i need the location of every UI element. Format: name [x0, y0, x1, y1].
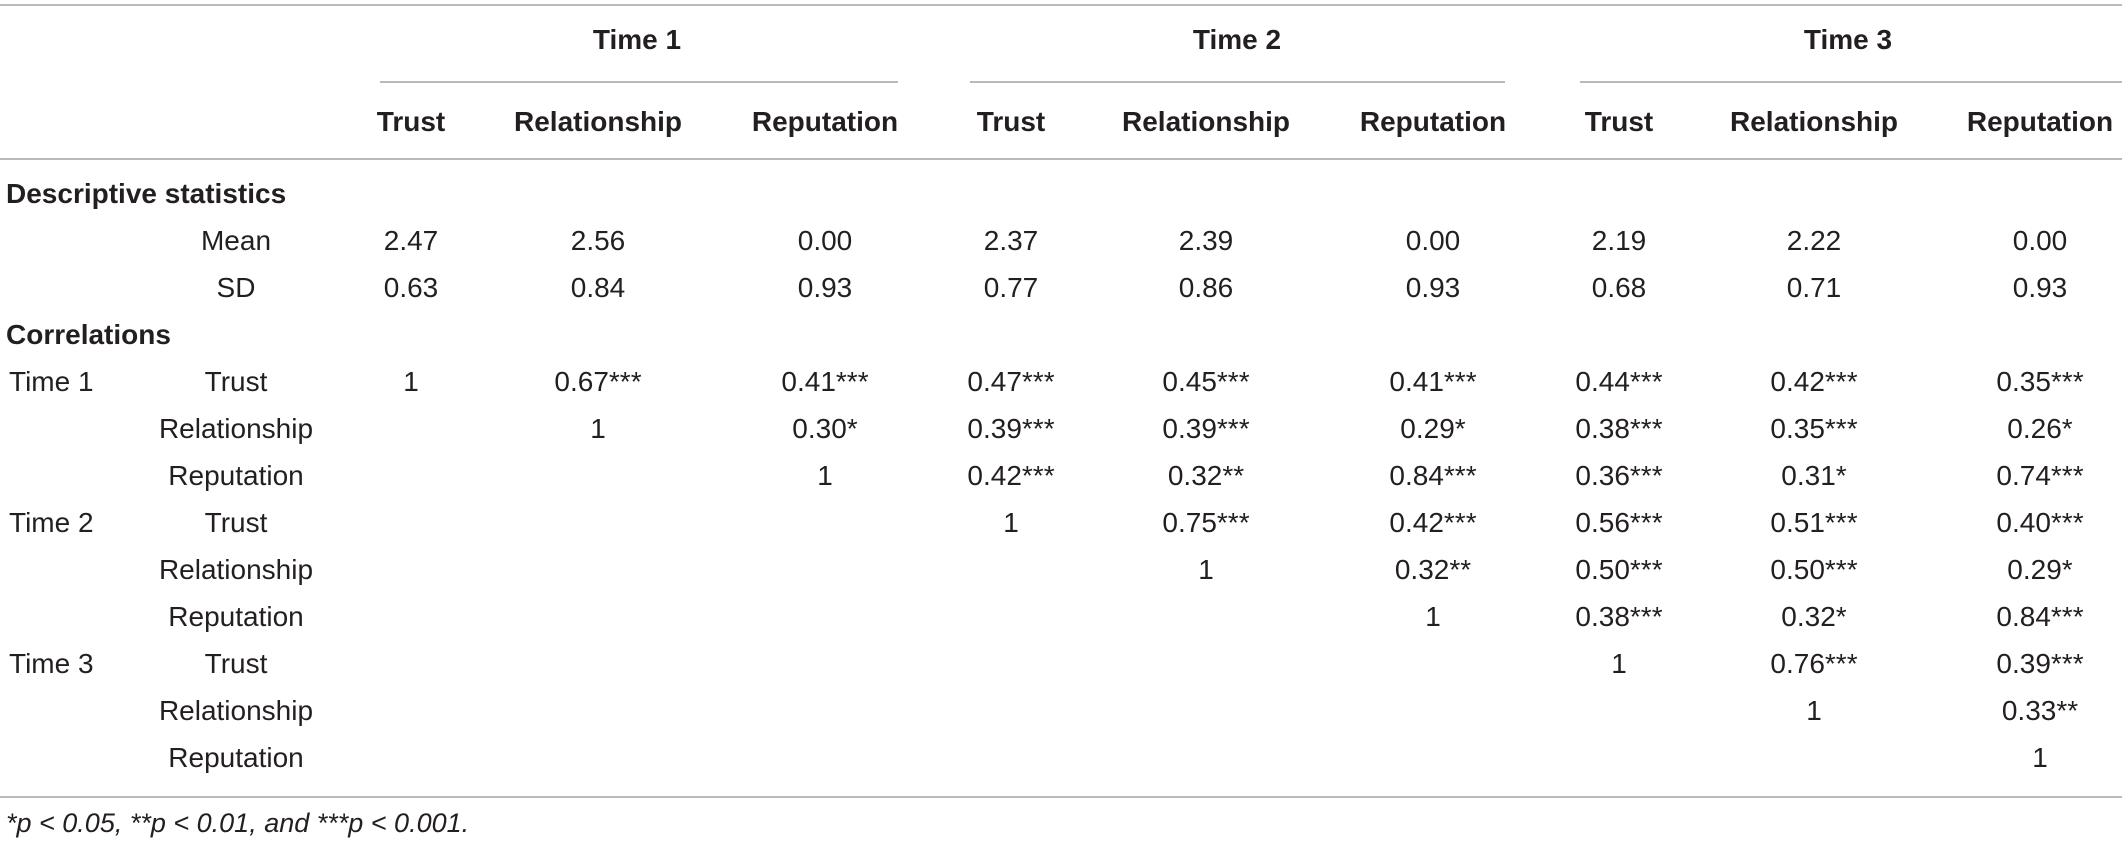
bottom-rule: [0, 796, 2122, 798]
table-cell: 1: [590, 413, 606, 444]
time1-underline: [380, 81, 898, 83]
table-cell: 0.42***: [1770, 366, 1858, 397]
table-cell: 1: [817, 460, 833, 491]
row-label: Reputation: [168, 601, 304, 632]
table-cell: 0.42***: [967, 460, 1055, 491]
table-cell: 0.75***: [1162, 507, 1250, 538]
table-cell: 0.40***: [1996, 507, 2084, 538]
table-cell: 0.32*: [1781, 601, 1847, 632]
table-cell: 2.47: [383, 225, 439, 256]
row-label: Reputation: [168, 742, 304, 773]
table-cell: 2.19: [1591, 225, 1647, 256]
table-cell: 0.45***: [1162, 366, 1250, 397]
table-cell: 0.29*: [2007, 554, 2073, 585]
table-cell: 0.44***: [1575, 366, 1663, 397]
row-group-label: Time 1: [9, 366, 94, 397]
table-cell: 0.26*: [2007, 413, 2073, 444]
table-cell: 1: [2032, 742, 2048, 773]
table-cell: 0.77: [983, 272, 1039, 303]
table-cell: 0.35***: [1996, 366, 2084, 397]
table-cell: 0.50***: [1575, 554, 1663, 585]
table-cell: 0.71: [1786, 272, 1842, 303]
table-cell: 1: [1806, 695, 1822, 726]
subheader-time3-relationship: Relationship: [1729, 106, 1899, 137]
table-cell: 2.56: [570, 225, 626, 256]
row-label: Relationship: [158, 413, 314, 444]
table-cell: 0.39***: [1162, 413, 1250, 444]
table-cell: 0.38***: [1575, 413, 1663, 444]
time3-underline: [1580, 81, 2122, 83]
row-label: Mean: [200, 225, 272, 256]
table-cell: 0.93: [797, 272, 853, 303]
table-cell: 0.84***: [1996, 601, 2084, 632]
table-cell: 0.33**: [2001, 695, 2079, 726]
header-rule: [0, 158, 2122, 160]
section-descriptive-statistics: Descriptive statistics: [6, 178, 287, 209]
time1-header: Time 1: [592, 24, 682, 55]
table-cell: 0.67***: [554, 366, 642, 397]
subheader-time1-relationship: Relationship: [513, 106, 683, 137]
time3-header: Time 3: [1803, 24, 1893, 55]
row-group-label: Time 2: [9, 507, 94, 538]
table-cell: 2.22: [1786, 225, 1842, 256]
table-cell: 0.93: [1405, 272, 1461, 303]
table-cell: 0.68: [1591, 272, 1647, 303]
row-group-label: Time 3: [9, 648, 94, 679]
table-cell: 0.39***: [1996, 648, 2084, 679]
table-cell: 0.32**: [1394, 554, 1472, 585]
table-cell: 1: [1003, 507, 1019, 538]
subheader-time3-reputation: Reputation: [1966, 106, 2114, 137]
table-cell: 0.00: [2012, 225, 2068, 256]
table-cell: 0.86: [1178, 272, 1234, 303]
table-cell: 2.39: [1178, 225, 1234, 256]
table-cell: 0.35***: [1770, 413, 1858, 444]
table-cell: 0.39***: [967, 413, 1055, 444]
table-cell: 0.63: [383, 272, 439, 303]
table-cell: 0.30*: [792, 413, 858, 444]
table-cell: 1: [1611, 648, 1627, 679]
table-cell: 0.29*: [1400, 413, 1466, 444]
table-cell: 0.41***: [781, 366, 869, 397]
table-cell: 0.32**: [1167, 460, 1245, 491]
table-cell: 0.51***: [1770, 507, 1858, 538]
table-cell: 0.84: [570, 272, 626, 303]
table-cell: 0.84***: [1389, 460, 1477, 491]
subheader-time2-trust: Trust: [976, 106, 1046, 137]
table-cell: 0.76***: [1770, 648, 1858, 679]
row-label: SD: [216, 272, 256, 303]
row-label: Relationship: [158, 554, 314, 585]
subheader-time2-relationship: Relationship: [1121, 106, 1291, 137]
time2-header: Time 2: [1192, 24, 1282, 55]
table-cell: 0.41***: [1389, 366, 1477, 397]
table-cell: 0.74***: [1996, 460, 2084, 491]
subheader-time1-reputation: Reputation: [751, 106, 899, 137]
table-cell: 0.00: [797, 225, 853, 256]
row-label: Reputation: [168, 460, 304, 491]
table-cell: 1: [1198, 554, 1214, 585]
table-cell: 0.93: [2012, 272, 2068, 303]
table-cell: 1: [1425, 601, 1441, 632]
row-label: Trust: [204, 507, 268, 538]
row-label: Trust: [204, 648, 268, 679]
subheader-time1-trust: Trust: [376, 106, 446, 137]
table-cell: 0.50***: [1770, 554, 1858, 585]
time2-underline: [970, 81, 1505, 83]
table-cell: 0.31*: [1781, 460, 1847, 491]
top-rule: [0, 4, 2122, 6]
subheader-time2-reputation: Reputation: [1359, 106, 1507, 137]
table-cell: 0.00: [1405, 225, 1461, 256]
table-cell: 0.47***: [967, 366, 1055, 397]
table-cell: 0.56***: [1575, 507, 1663, 538]
row-label: Relationship: [158, 695, 314, 726]
subheader-time3-trust: Trust: [1584, 106, 1654, 137]
table-cell: 0.36***: [1575, 460, 1663, 491]
table-cell: 0.42***: [1389, 507, 1477, 538]
table-cell: 1: [403, 366, 419, 397]
row-label: Trust: [204, 366, 268, 397]
table-cell: 2.37: [983, 225, 1039, 256]
section-correlations: Correlations: [6, 319, 171, 350]
table-footnote: *p < 0.05, **p < 0.01, and ***p < 0.001.: [6, 808, 470, 838]
table-cell: 0.38***: [1575, 601, 1663, 632]
